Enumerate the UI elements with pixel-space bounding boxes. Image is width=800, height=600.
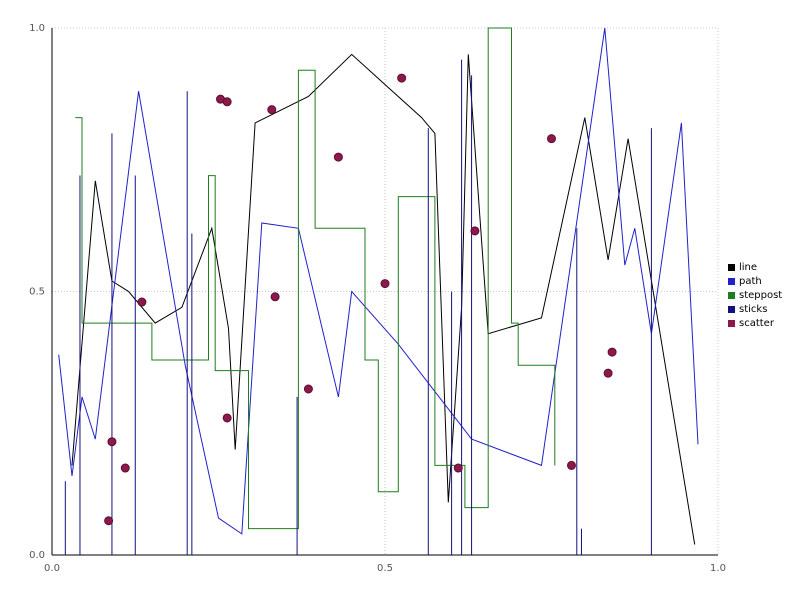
legend-swatch-steppost	[728, 292, 735, 299]
series-line	[71, 53, 696, 545]
series-scatter-point	[547, 134, 556, 144]
legend-swatch-scatter	[728, 320, 735, 327]
legend-item-sticks: sticks	[728, 303, 782, 316]
series-scatter-point	[603, 368, 613, 378]
legend-swatch-sticks	[728, 306, 735, 313]
series-scatter-point	[397, 73, 407, 83]
series-scatter-point	[222, 413, 232, 423]
legend-item-steppost: steppost	[728, 289, 782, 302]
y-tick-label: 0.5	[29, 287, 45, 298]
series-scatter-point	[137, 297, 147, 307]
series-scatter-point	[107, 437, 117, 447]
legend: line path steppost sticks scatter	[728, 261, 782, 330]
legend-label: sticks	[739, 304, 768, 315]
legend-swatch-line	[728, 264, 735, 271]
series-scatter-point	[270, 292, 280, 302]
series-scatter-point	[104, 516, 114, 526]
legend-label: scatter	[739, 318, 774, 329]
series-scatter-point	[470, 226, 480, 236]
x-tick-label: 0.0	[44, 563, 60, 574]
series-scatter-point	[333, 152, 343, 162]
y-tick-label: 0.0	[29, 550, 45, 561]
x-tick-label: 0.5	[377, 563, 393, 574]
series-scatter-point	[267, 105, 277, 115]
legend-label: steppost	[739, 290, 783, 301]
series-scatter-point	[453, 463, 463, 473]
series-scatter-point	[303, 384, 313, 394]
series-steppost	[75, 27, 556, 530]
y-tick-label: 1.0	[29, 23, 45, 34]
legend-label: path	[739, 276, 762, 287]
series-scatter-point	[566, 460, 576, 470]
series-scatter-point	[380, 279, 390, 289]
legend-item-line: line	[728, 261, 782, 274]
series-scatter-point	[120, 463, 130, 473]
legend-label: line	[739, 262, 758, 273]
series-scatter-point	[222, 97, 232, 107]
x-tick-label: 1.0	[710, 563, 726, 574]
legend-item-scatter: scatter	[728, 317, 782, 330]
legend-swatch-path	[728, 278, 735, 285]
legend-item-path: path	[728, 275, 782, 288]
series-scatter-point	[607, 347, 617, 357]
